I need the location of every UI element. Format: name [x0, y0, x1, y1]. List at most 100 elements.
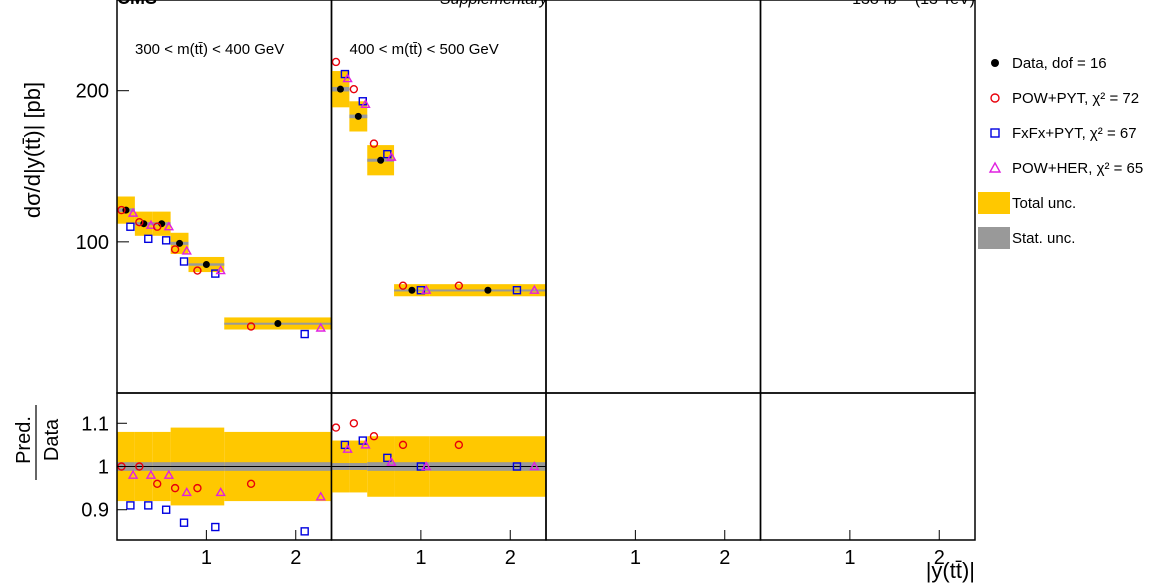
ratio-fxfx-pyt-marker	[126, 501, 135, 510]
pow-her-marker	[386, 151, 397, 161]
y-tick-label-ratio: 1	[98, 457, 109, 479]
legend-label: FxFx+PYT, χ² = 67	[1012, 125, 1137, 142]
fxfx-pyt-marker	[179, 257, 189, 266]
pow-her-marker	[360, 98, 371, 108]
pow-pyt-marker	[398, 281, 408, 290]
ratio-pow-pyt-marker	[193, 483, 202, 493]
ratio-pow-her-marker	[529, 461, 540, 471]
legend-label: POW+PYT, χ² = 72	[1012, 90, 1139, 107]
fxfx-pyt-marker	[126, 222, 135, 231]
legend-swatch	[978, 192, 1010, 214]
panel-frame-ratio	[759, 392, 976, 541]
panel-frame-main	[330, 0, 547, 394]
pow-pyt-marker	[135, 217, 144, 227]
fxfx-pyt-marker	[300, 329, 309, 339]
legend: Data, dof = 16 POW+PYT, χ² = 72 FxFx+PYT, …	[978, 55, 1143, 249]
pow-her-marker	[215, 265, 226, 275]
data-point	[202, 261, 210, 269]
ratio-pow-pyt-marker	[153, 479, 162, 488]
x-tick-label: 2	[719, 547, 730, 569]
pow-her-marker	[181, 245, 192, 255]
ratio-pow-her-marker	[315, 491, 326, 501]
data-point	[336, 85, 344, 93]
ratio-fxfx-pyt-marker	[512, 462, 522, 471]
pow-her-marker	[163, 221, 175, 231]
header-left: CMS	[117, 0, 157, 8]
legend-label: Total unc.	[1012, 195, 1076, 212]
ratio-pow-her-marker	[342, 443, 353, 453]
y-tick-label-main: 200	[76, 81, 109, 103]
ratio-pow-her-marker	[386, 456, 397, 466]
ratio-pow-her-marker	[215, 487, 226, 497]
pow-pyt-marker	[349, 84, 359, 94]
x-tick-label: 2	[934, 547, 945, 569]
pow-pyt-marker	[246, 322, 256, 331]
ratio-fxfx-pyt-marker	[211, 522, 220, 532]
data-point	[274, 319, 282, 327]
fxfx-pyt-marker	[144, 234, 153, 244]
panel-frame-ratio	[545, 392, 762, 541]
pow-pyt-marker	[170, 245, 180, 254]
ratio-pow-her-marker	[181, 487, 192, 497]
ratio-pow-pyt-marker	[246, 479, 256, 488]
ratio-fxfx-pyt-marker	[179, 518, 189, 527]
legend-label: Stat. unc.	[1012, 230, 1075, 247]
pow-pyt-marker	[153, 222, 162, 231]
fxfx-pyt-marker	[512, 286, 522, 295]
pow-her-marker	[529, 284, 540, 294]
data-point	[354, 112, 362, 120]
pow-pyt-marker	[454, 281, 464, 290]
x-tick-label: 2	[505, 547, 516, 569]
ratio-pow-pyt-marker	[369, 432, 379, 441]
ratio-pow-her-marker	[127, 469, 139, 479]
ratio-pow-pyt-marker	[454, 440, 464, 450]
ratio-pow-pyt-marker	[331, 423, 341, 432]
pow-pyt-marker	[369, 139, 379, 148]
fxfx-pyt-marker	[161, 236, 171, 245]
ratio-pow-her-marker	[163, 469, 175, 479]
plot-area: 300 < m(tt̄) < 400 GeV 1 2 400 < m(tt̄) < 5…	[76, 0, 976, 569]
pow-her-marker	[145, 219, 157, 229]
fxfx-pyt-marker	[340, 69, 350, 79]
x-tick-label: 2	[290, 547, 301, 569]
ratio-pow-pyt-marker	[135, 462, 144, 471]
y-tick-label-ratio: 1.1	[81, 413, 109, 435]
legend-label: Data, dof = 16	[1012, 55, 1107, 72]
ratio-pow-pyt-marker	[349, 419, 359, 428]
ratio-fxfx-pyt-marker	[144, 501, 153, 510]
y-tick-label-main: 100	[76, 232, 109, 254]
x-tick-label: 1	[415, 547, 426, 569]
ratio-pow-pyt-marker	[398, 440, 408, 450]
legend-marker-fxfx-pyt	[990, 128, 1000, 138]
pow-pyt-marker	[117, 205, 126, 215]
ratio-label-top: Pred.	[13, 416, 35, 464]
pow-her-marker	[127, 207, 139, 217]
panel-frame-main	[759, 0, 976, 394]
panel-label: 400 < m(tt̄) < 500 GeV	[350, 41, 499, 58]
x-tick-label: 1	[844, 547, 855, 569]
ratio-fxfx-pyt-marker	[340, 440, 350, 450]
y-tick-label-ratio: 0.9	[81, 500, 109, 522]
legend-marker-pow-her	[988, 161, 1002, 173]
ratio-label-bottom: Data	[41, 418, 63, 461]
legend-marker-pow-pyt	[990, 93, 1000, 103]
legend-marker-data	[991, 59, 999, 67]
panel-frame-main	[116, 0, 333, 394]
ratio-pow-her-marker	[360, 439, 371, 449]
data-point	[377, 156, 385, 164]
ratio-pow-her-marker	[421, 461, 432, 471]
pow-pyt-marker	[193, 266, 202, 275]
ratio-pow-pyt-marker	[170, 483, 180, 493]
ratio-fxfx-pyt-marker	[358, 436, 367, 445]
x-tick-label: 1	[630, 547, 641, 569]
header-right: 138 fb⁻¹ (13 TeV)	[852, 0, 975, 8]
data-point	[140, 220, 148, 228]
ratio-fxfx-pyt-marker	[161, 505, 171, 514]
legend-label: POW+HER, χ² = 65	[1012, 160, 1143, 177]
x-tick-label: 1	[201, 547, 212, 569]
data-point	[484, 286, 492, 294]
ratio-fxfx-pyt-marker	[300, 527, 309, 536]
x-axis-label: |y(tt̄)|	[926, 558, 975, 583]
y-axis-label-main: dσ/d|y(tt̄)| [pb]	[20, 82, 45, 218]
